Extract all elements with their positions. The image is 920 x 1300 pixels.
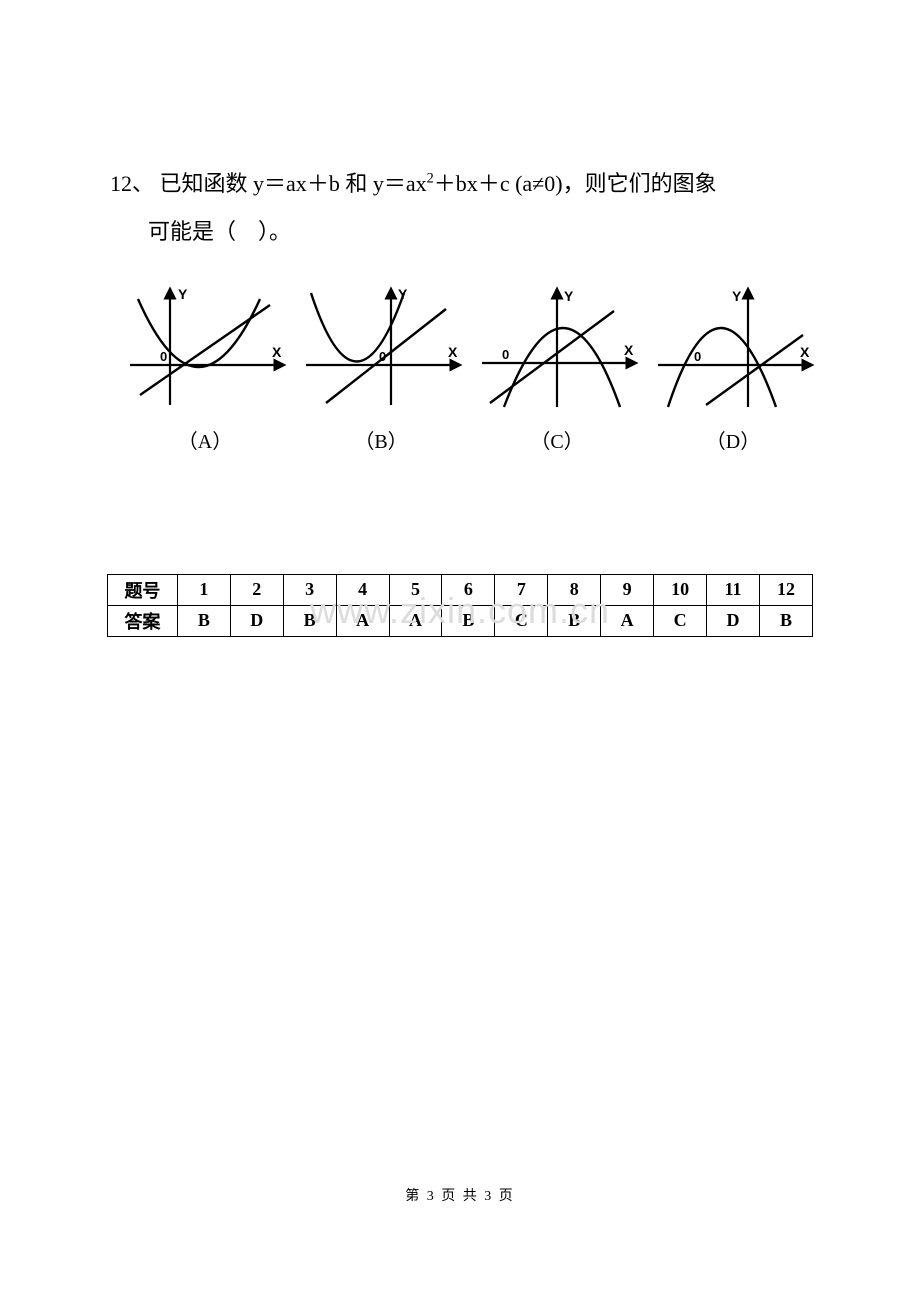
svg-text:X: X [624, 342, 634, 358]
question-text-part1: 已知函数 y＝ax＋b 和 y＝ax2＋bx＋c (a≠0)，则它们的图象 [160, 171, 717, 196]
answer-cell: A [336, 605, 389, 636]
figure-a: 0 X Y （A） [120, 285, 290, 454]
question-text-part2: 可能是（ ）。 [148, 208, 810, 256]
y-axis-label: Y [178, 286, 188, 302]
figure-row: 0 X Y （A） 0 X Y [120, 285, 800, 454]
svg-text:X: X [800, 344, 810, 360]
table-answer-row: 答案 B D B A A B C B A C D B [108, 605, 813, 636]
answer-label: 答案 [108, 605, 178, 636]
svg-text:0: 0 [502, 347, 509, 362]
answer-cell: B [759, 605, 812, 636]
answer-cell: D [707, 605, 760, 636]
answer-cell: B [548, 605, 601, 636]
col-num: 6 [442, 574, 495, 605]
page-footer: 第 3 页 共 3 页 [0, 1185, 920, 1205]
col-num: 10 [654, 574, 707, 605]
answer-cell: B [283, 605, 336, 636]
col-num: 2 [230, 574, 283, 605]
answer-cell: C [495, 605, 548, 636]
answer-cell: B [442, 605, 495, 636]
answer-cell: C [654, 605, 707, 636]
figure-d: 0 X Y （D） [648, 285, 818, 454]
figure-a-label: （A） [120, 425, 290, 454]
figure-c: 0 X Y （C） [472, 285, 642, 454]
col-num: 9 [601, 574, 654, 605]
answer-cell: A [389, 605, 442, 636]
figure-b: 0 X Y （B） [296, 285, 466, 454]
svg-text:Y: Y [732, 288, 742, 304]
question-number: 12、 [110, 171, 154, 196]
table-header-row: 题号 1 2 3 4 5 6 7 8 9 10 11 12 [108, 574, 813, 605]
col-num: 1 [177, 574, 230, 605]
figure-b-label: （B） [296, 425, 466, 454]
svg-text:0: 0 [694, 349, 701, 364]
question-12: 12、 已知函数 y＝ax＋b 和 y＝ax2＋bx＋c (a≠0)，则它们的图… [110, 160, 810, 257]
svg-text:X: X [448, 344, 458, 360]
col-num: 7 [495, 574, 548, 605]
col-num: 8 [548, 574, 601, 605]
col-num: 3 [283, 574, 336, 605]
x-axis-label: X [272, 344, 282, 360]
answer-table: 题号 1 2 3 4 5 6 7 8 9 10 11 12 答案 B D B A… [107, 574, 813, 637]
figure-d-label: （D） [648, 425, 818, 454]
origin-label: 0 [160, 349, 167, 364]
col-num: 5 [389, 574, 442, 605]
answer-cell: D [230, 605, 283, 636]
figure-c-label: （C） [472, 425, 642, 454]
answer-cell: A [601, 605, 654, 636]
answer-cell: B [177, 605, 230, 636]
header-label: 题号 [108, 574, 178, 605]
col-num: 4 [336, 574, 389, 605]
col-num: 11 [707, 574, 760, 605]
svg-text:Y: Y [564, 288, 574, 304]
col-num: 12 [759, 574, 812, 605]
